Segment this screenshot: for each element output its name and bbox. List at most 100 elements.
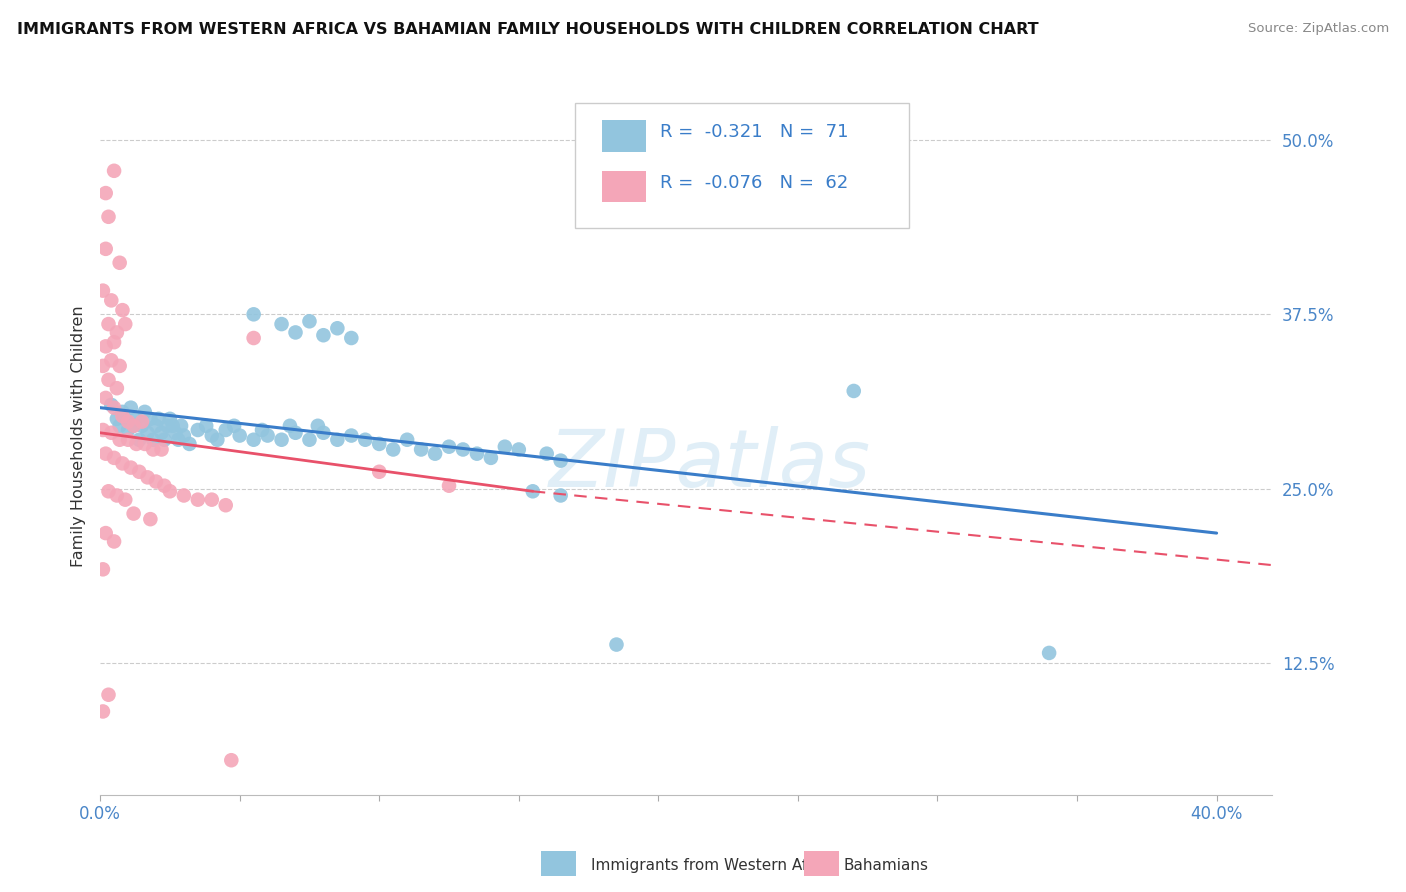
Point bbox=[550, 453, 572, 467]
Point bbox=[120, 401, 142, 415]
Point bbox=[195, 418, 218, 433]
Point bbox=[145, 418, 167, 433]
Point bbox=[114, 412, 136, 426]
Point bbox=[128, 465, 150, 479]
Point bbox=[103, 335, 125, 350]
Point bbox=[120, 460, 142, 475]
Point bbox=[142, 433, 165, 447]
Point bbox=[187, 492, 209, 507]
Point bbox=[215, 423, 238, 437]
Point bbox=[97, 210, 120, 224]
Text: Source: ZipAtlas.com: Source: ZipAtlas.com bbox=[1249, 22, 1389, 36]
Point bbox=[187, 423, 209, 437]
Point bbox=[437, 479, 460, 493]
Point bbox=[159, 412, 181, 426]
Point bbox=[170, 418, 193, 433]
Point bbox=[145, 475, 167, 489]
Point bbox=[270, 317, 292, 331]
Point bbox=[179, 437, 201, 451]
Point bbox=[103, 163, 125, 178]
Point bbox=[423, 447, 446, 461]
Point bbox=[125, 412, 148, 426]
Point bbox=[139, 512, 162, 526]
Point bbox=[134, 405, 156, 419]
Point bbox=[382, 442, 405, 457]
Point bbox=[340, 428, 363, 442]
Point bbox=[550, 488, 572, 502]
Point bbox=[91, 562, 114, 576]
Point bbox=[105, 488, 128, 502]
Point bbox=[307, 418, 329, 433]
Point bbox=[494, 440, 516, 454]
Point bbox=[340, 331, 363, 345]
Point bbox=[131, 418, 153, 433]
Point bbox=[108, 433, 131, 447]
Point bbox=[250, 423, 273, 437]
Point bbox=[142, 442, 165, 457]
Point bbox=[284, 425, 307, 440]
Point bbox=[103, 534, 125, 549]
Point bbox=[437, 440, 460, 454]
Point bbox=[167, 433, 190, 447]
Point bbox=[522, 484, 544, 499]
Point bbox=[125, 437, 148, 451]
Point bbox=[173, 428, 195, 442]
Point bbox=[479, 450, 502, 465]
Point bbox=[298, 314, 321, 328]
Point bbox=[111, 457, 134, 471]
Point bbox=[100, 398, 122, 412]
Point bbox=[228, 428, 250, 442]
Point bbox=[162, 418, 184, 433]
Point bbox=[256, 428, 278, 442]
Point bbox=[224, 418, 246, 433]
Point bbox=[326, 321, 349, 335]
Point bbox=[103, 401, 125, 415]
Text: ZIPatlas: ZIPatlas bbox=[548, 426, 870, 504]
Point bbox=[221, 753, 243, 767]
Point bbox=[312, 328, 335, 343]
Point bbox=[536, 447, 558, 461]
Point bbox=[108, 256, 131, 270]
Point bbox=[215, 498, 238, 512]
Point bbox=[94, 186, 117, 200]
Point bbox=[368, 437, 391, 451]
Point bbox=[284, 326, 307, 340]
Text: Bahamians: Bahamians bbox=[844, 858, 928, 872]
Point bbox=[100, 425, 122, 440]
Point bbox=[134, 437, 156, 451]
Point bbox=[128, 433, 150, 447]
Point bbox=[97, 317, 120, 331]
Point bbox=[122, 418, 145, 433]
Point bbox=[105, 381, 128, 395]
Point bbox=[242, 331, 264, 345]
Point bbox=[368, 465, 391, 479]
Point bbox=[122, 507, 145, 521]
Point bbox=[94, 526, 117, 541]
Point bbox=[312, 425, 335, 440]
Point bbox=[270, 433, 292, 447]
Text: IMMIGRANTS FROM WESTERN AFRICA VS BAHAMIAN FAMILY HOUSEHOLDS WITH CHILDREN CORRE: IMMIGRANTS FROM WESTERN AFRICA VS BAHAMI… bbox=[17, 22, 1039, 37]
Point bbox=[1038, 646, 1060, 660]
Point bbox=[150, 425, 173, 440]
Point bbox=[111, 303, 134, 318]
Point bbox=[97, 373, 120, 387]
Point bbox=[451, 442, 474, 457]
Point bbox=[153, 433, 176, 447]
Point bbox=[465, 447, 488, 461]
Point bbox=[97, 688, 120, 702]
Point bbox=[207, 433, 229, 447]
Point bbox=[201, 428, 224, 442]
Point bbox=[91, 359, 114, 373]
Point bbox=[94, 242, 117, 256]
Point bbox=[136, 425, 159, 440]
Point bbox=[105, 412, 128, 426]
Point bbox=[326, 433, 349, 447]
Point bbox=[94, 447, 117, 461]
Point bbox=[105, 326, 128, 340]
Point bbox=[94, 339, 117, 353]
Point bbox=[117, 415, 139, 429]
Point bbox=[111, 409, 134, 423]
Point bbox=[91, 705, 114, 719]
FancyBboxPatch shape bbox=[575, 103, 910, 228]
Point bbox=[411, 442, 433, 457]
